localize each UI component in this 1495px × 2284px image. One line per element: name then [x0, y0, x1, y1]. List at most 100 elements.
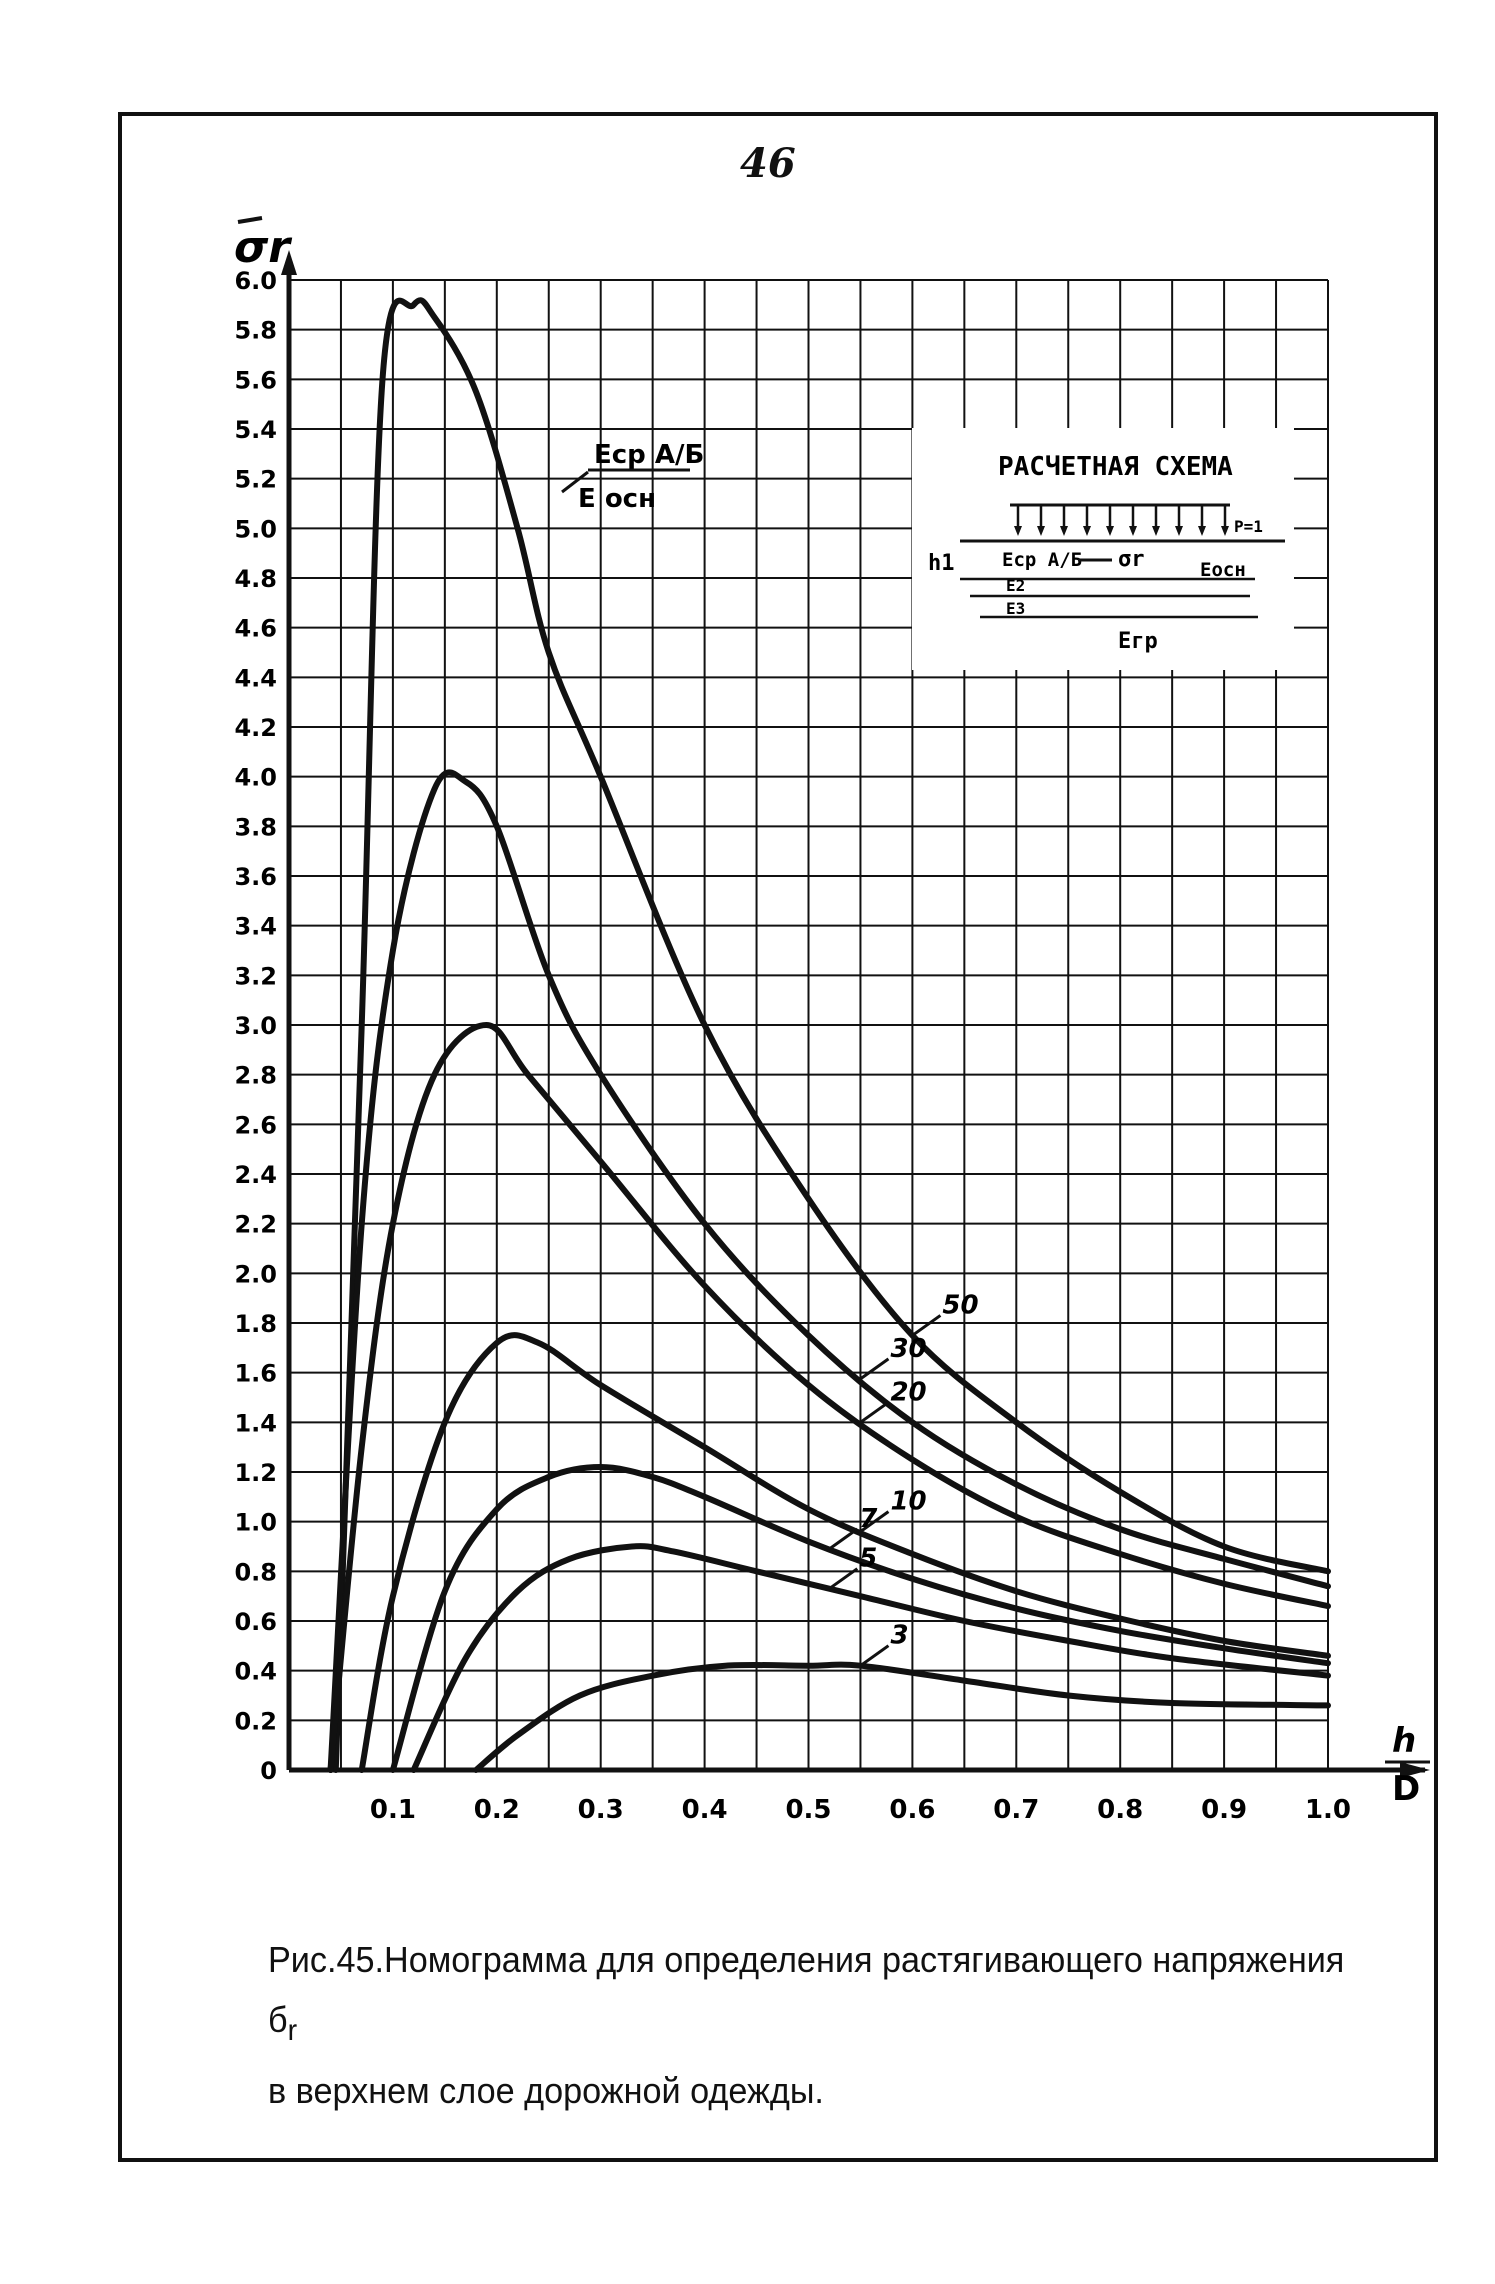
y-tick-label: 4.6 [234, 615, 277, 643]
x-tick-label: 0.3 [578, 1795, 624, 1825]
y-tick-label: 3.2 [234, 962, 277, 990]
scheme-background [912, 428, 1294, 670]
curve-label-leader-10 [859, 1510, 890, 1533]
curve-label-leader-3 [859, 1644, 890, 1667]
x-tick-label: 0.8 [1097, 1795, 1143, 1825]
page-number: 46 [740, 140, 796, 187]
y-tick-label: 1.4 [234, 1409, 277, 1437]
y-tick-label: 1.0 [234, 1509, 277, 1537]
curve-label-5: 5 [859, 1544, 877, 1574]
y-tick-label: 4.0 [234, 764, 277, 792]
scheme-e2-label: E2 [1006, 576, 1025, 595]
y-tick-label: 0 [260, 1757, 277, 1785]
y-tick-labels: 0 0.2 0.4 0.6 0.8 1.0 1.2 1.4 1.6 1.8 2.0 2.2 2.4 2.6… [234, 267, 277, 1785]
scheme-p-label: P=1 [1234, 517, 1263, 536]
y-tick-label: 2.4 [234, 1161, 277, 1189]
x-tick-label: 1.0 [1305, 1795, 1351, 1825]
scheme-h1-label: h1 [928, 551, 955, 576]
scheme-load-arrowhead-icon [1014, 526, 1022, 536]
y-tick-label: 3.0 [234, 1012, 277, 1040]
caption-line-1-text: Рис.45.Номограмма для определения растяг… [268, 1939, 1345, 2040]
x-axis-arrow-icon [1400, 1762, 1430, 1778]
y-axis-arrow-icon [281, 250, 297, 275]
curve-labels: 50 30 20 10 7 5 3 [828, 1290, 979, 1667]
curve-label-leader-50 [911, 1314, 942, 1337]
y-tick-label: 4.2 [234, 714, 277, 742]
x-tick-label: 0.5 [785, 1795, 831, 1825]
x-tick-label: 0.2 [474, 1795, 520, 1825]
y-axis-title: σr [234, 222, 292, 273]
curve-label-leader-30 [859, 1357, 890, 1381]
y-tick-label: 1.2 [234, 1459, 277, 1487]
caption-line-1: Рис.45.Номограмма для определения растяг… [268, 1930, 1351, 2061]
y-tick-label: 1.6 [234, 1360, 277, 1388]
y-tick-label: 3.4 [234, 913, 277, 941]
curve-50 [332, 297, 1331, 1773]
y-tick-label: 2.0 [234, 1260, 277, 1288]
curve-label-leader-5 [828, 1567, 859, 1590]
y-tick-label: 5.2 [234, 466, 277, 494]
y-tick-label: 4.4 [234, 664, 277, 692]
scheme-load-arrowhead-icon [1060, 526, 1068, 536]
curve-30 [327, 769, 1331, 1773]
series [327, 297, 1331, 1773]
x-tick-label: 0.9 [1201, 1795, 1247, 1825]
x-tick-label: 0.1 [370, 1795, 416, 1825]
y-tick-label: 2.6 [234, 1111, 277, 1139]
param-label: Eср А/Б E осн [561, 440, 704, 514]
caption-subscript: r [287, 2014, 298, 2048]
x-tick-label: 0.6 [889, 1795, 935, 1825]
curve-label-10: 10 [890, 1487, 926, 1517]
y-tick-label: 2.2 [234, 1211, 277, 1239]
param-label-top: Eср А/Б [594, 440, 704, 470]
scheme-load-arrowhead-icon [1129, 526, 1137, 536]
x-axis-title: h D [1385, 1721, 1430, 1809]
curve-label-7: 7 [859, 1504, 878, 1534]
y-tick-label: 5.0 [234, 515, 277, 543]
curve-3 [473, 1661, 1331, 1773]
x-tick-label: 0.4 [682, 1795, 728, 1825]
curve-7 [389, 1464, 1331, 1773]
scheme-load-arrowhead-icon [1083, 526, 1091, 536]
scheme-e3-label: E3 [1006, 599, 1025, 618]
y-tick-label: 4.8 [234, 565, 277, 593]
figure-caption: Рис.45.Номограмма для определения растяг… [268, 1930, 1351, 2121]
curve-label-20: 20 [890, 1377, 926, 1407]
x-tick-label: 0.7 [993, 1795, 1039, 1825]
param-pointer-line [561, 470, 589, 494]
y-tick-label: 0.6 [234, 1608, 277, 1636]
scheme-sigma-label: σr [1118, 547, 1145, 572]
y-tick-label: 1.8 [234, 1310, 277, 1338]
curve-label-30: 30 [890, 1334, 926, 1364]
y-tick-label: 3.6 [234, 863, 277, 891]
curve-label-leader-7 [828, 1527, 859, 1551]
scheme-load-arrowhead-icon [1152, 526, 1160, 536]
y-tick-label: 5.6 [234, 366, 277, 394]
curve-label-50: 50 [942, 1290, 978, 1320]
curve-10 [358, 1332, 1331, 1773]
scheme-load-arrowhead-icon [1175, 526, 1183, 536]
x-tick-labels: 0.1 0.2 0.3 0.4 0.5 0.6 0.7 0.8 0.9 1.0 [370, 1795, 1351, 1825]
y-tick-label: 0.4 [234, 1658, 277, 1686]
y-tick-label: 5.8 [234, 317, 277, 345]
scheme-title: РАСЧЕТНАЯ СХЕМА [998, 452, 1233, 482]
scheme-load-arrowhead-icon [1221, 526, 1229, 536]
curve-20 [327, 1022, 1331, 1773]
caption-line-2: в верхнем слое дорожной одежды. [268, 2070, 824, 2112]
y-tick-label: 2.8 [234, 1062, 277, 1090]
curve-label-3: 3 [890, 1621, 908, 1651]
page-frame [118, 112, 1438, 2162]
curve-5 [410, 1543, 1331, 1773]
y-tick-label: 5.4 [234, 416, 277, 444]
scheme-load-arrows [1014, 506, 1229, 536]
x-axis-title-denominator: D [1392, 1769, 1420, 1809]
scheme-load-arrowhead-icon [1037, 526, 1045, 536]
param-label-bottom: E осн [578, 484, 656, 514]
x-axis-title-numerator: h [1392, 1721, 1416, 1761]
y-tick-label: 6.0 [234, 267, 277, 295]
scheme-egr-label: Eгр [1118, 629, 1158, 654]
scheme-e-ab-label: Eср А/Б [1002, 549, 1082, 571]
scheme-e-osn-label: Eосн [1200, 559, 1246, 581]
y-tick-label: 3.8 [234, 813, 277, 841]
scheme-load-arrowhead-icon [1198, 526, 1206, 536]
